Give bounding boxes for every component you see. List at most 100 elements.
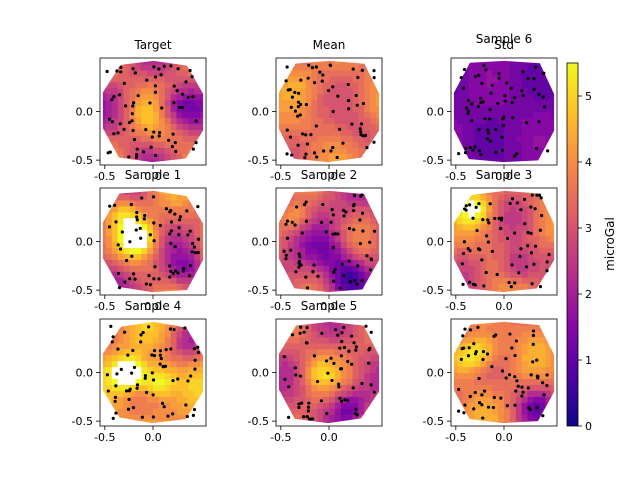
- contour-cell: [164, 253, 172, 260]
- station-point: [472, 407, 476, 411]
- station-point: [342, 325, 346, 329]
- station-point: [298, 374, 303, 378]
- contour-cell: [123, 247, 131, 254]
- contour-cell: [498, 159, 505, 163]
- contour-cell: [281, 336, 289, 344]
- station-point: [477, 73, 481, 77]
- station-point: [331, 279, 336, 283]
- contour-cell: [498, 289, 505, 293]
- y-tick-label: 0.0: [76, 106, 94, 119]
- contour-cell: [521, 81, 529, 89]
- contour-cell: [474, 372, 482, 380]
- station-point: [299, 263, 303, 267]
- contour-cell: [158, 324, 166, 332]
- contour-cell: [474, 235, 482, 243]
- contour-cell: [182, 60, 189, 65]
- contour-cell: [111, 321, 119, 326]
- contour-cell: [305, 402, 312, 409]
- contour-cell: [364, 277, 371, 284]
- contour-cell: [364, 241, 371, 249]
- station-point: [297, 265, 301, 269]
- contour-cell: [521, 205, 529, 213]
- contour-cell: [468, 402, 476, 409]
- subplot-sample-2: Sample 2-0.5 0.00.0-0.5: [248, 168, 383, 313]
- contour-cell: [305, 81, 312, 89]
- station-point: [109, 324, 113, 328]
- contour-cell: [486, 354, 493, 362]
- contour-cell: [141, 117, 148, 124]
- contour-cell: [456, 111, 464, 119]
- station-point: [297, 402, 301, 406]
- contour-cell: [329, 342, 336, 350]
- contour-cell: [527, 241, 535, 249]
- station-point: [457, 409, 461, 413]
- contour-cell: [182, 253, 189, 260]
- contour-cell: [370, 147, 377, 154]
- station-point: [529, 205, 533, 209]
- contour-cell: [323, 396, 330, 403]
- station-point: [116, 271, 121, 276]
- station-point: [457, 387, 461, 392]
- contour-cell: [293, 217, 301, 225]
- contour-cell: [453, 135, 458, 142]
- contour-cell: [164, 229, 172, 237]
- station-point: [135, 147, 139, 151]
- station-point: [171, 132, 175, 136]
- contour-cell: [141, 378, 148, 385]
- contour-cell: [141, 75, 148, 83]
- station-point: [486, 128, 490, 132]
- station-point: [131, 104, 135, 108]
- contour-cell: [462, 81, 470, 89]
- contour-cell: [141, 60, 148, 65]
- station-point: [131, 67, 135, 71]
- contour-cell: [370, 247, 377, 254]
- contour-cell: [311, 271, 318, 278]
- station-point: [499, 218, 504, 222]
- contour-cell: [153, 265, 160, 272]
- contour-cell: [158, 217, 166, 225]
- station-point: [168, 264, 172, 268]
- station-point: [329, 149, 333, 153]
- contour-cell: [147, 378, 154, 385]
- station-point: [298, 331, 302, 335]
- contour-cell: [182, 223, 189, 231]
- station-point: [485, 137, 490, 141]
- contour-cell: [158, 141, 166, 148]
- contour-cell: [147, 129, 154, 136]
- contour-cell: [504, 123, 511, 130]
- station-point: [368, 240, 372, 244]
- contour-cell: [498, 211, 505, 219]
- station-point: [108, 204, 112, 208]
- contour-cell: [492, 217, 499, 225]
- contour-cell: [515, 235, 523, 243]
- contour-cell: [492, 420, 499, 424]
- contour-cell: [317, 420, 324, 424]
- contour-cell: [474, 283, 482, 290]
- contour-cell: [129, 147, 136, 154]
- contour-cell: [299, 342, 307, 350]
- contour-cell: [462, 396, 470, 403]
- contour-cell: [453, 87, 458, 95]
- contour-cell: [346, 384, 354, 391]
- contour-cell: [102, 223, 107, 231]
- contour-cell: [305, 229, 312, 237]
- contour-cell: [164, 129, 172, 136]
- contour-cell: [352, 235, 360, 243]
- contour-cell: [334, 223, 342, 231]
- contour-cell: [545, 360, 552, 368]
- station-point: [473, 75, 478, 79]
- contour-cell: [105, 105, 113, 113]
- contour-cell: [468, 330, 476, 338]
- contour-cell: [293, 283, 301, 290]
- station-point: [488, 117, 492, 121]
- contour-cell: [527, 117, 535, 124]
- contour-cell: [480, 378, 487, 385]
- contour-cell: [492, 159, 499, 163]
- contour-cell: [329, 141, 336, 148]
- contour-cell: [515, 63, 523, 71]
- contour-cell: [153, 271, 160, 278]
- contour-cell: [299, 271, 307, 278]
- contour-cell: [200, 117, 204, 124]
- station-point: [473, 283, 477, 287]
- station-point: [534, 65, 538, 69]
